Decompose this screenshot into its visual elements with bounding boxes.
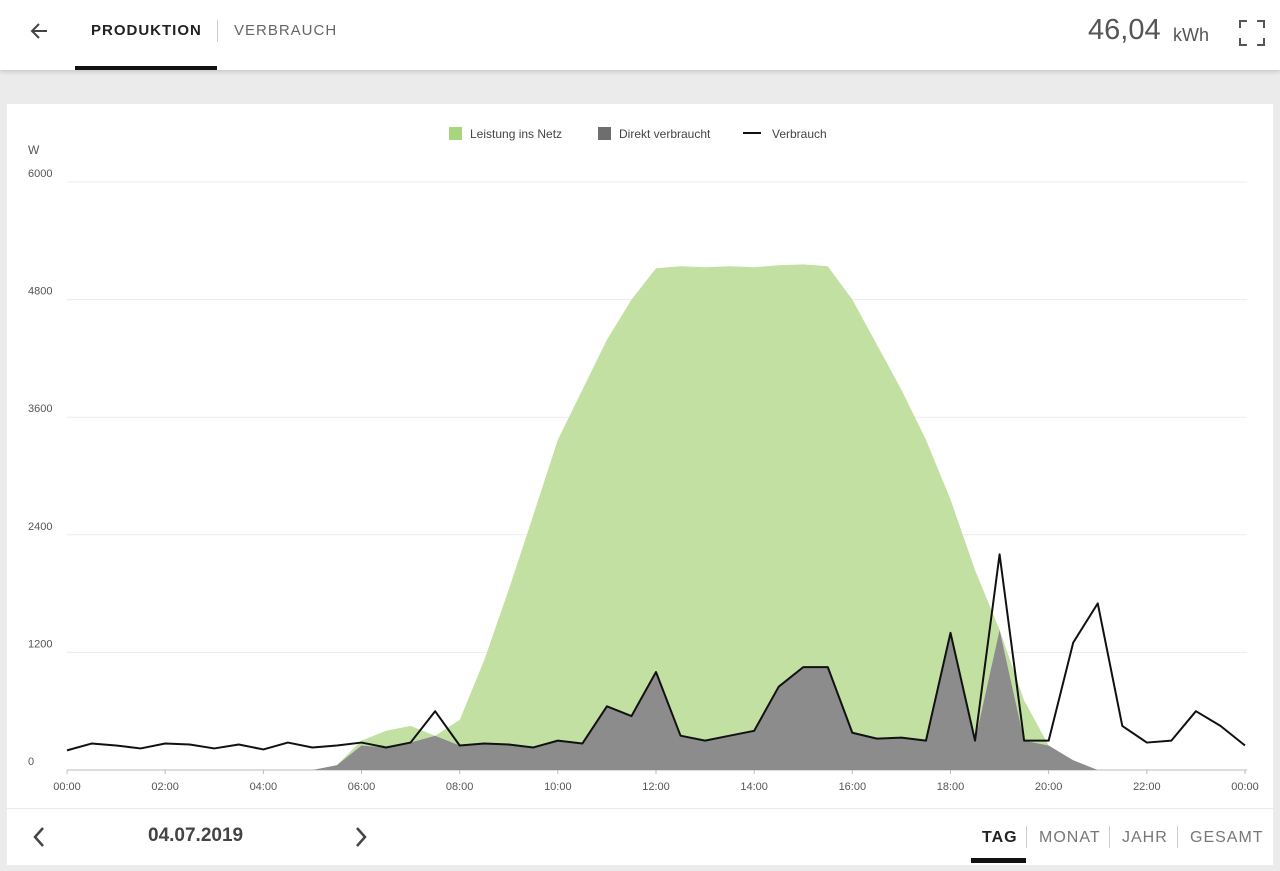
legend-label: Leistung ins Netz <box>470 127 562 141</box>
area <box>67 629 1245 770</box>
area <box>67 264 1245 770</box>
x-tick-label: 14:00 <box>740 781 768 793</box>
y-tick-label: 2400 <box>28 521 52 533</box>
x-tick-label: 00:00 <box>53 781 81 793</box>
legend-label: Direkt verbraucht <box>619 127 711 141</box>
separator <box>1026 826 1027 848</box>
period-tab[interactable]: JAHR <box>1122 829 1168 846</box>
y-tick-label: 0 <box>28 756 34 768</box>
footer: 04.07.2019 TAG MONAT JAHR GESAMT <box>7 809 1273 865</box>
prev-button[interactable] <box>31 825 47 849</box>
separator <box>1109 826 1110 848</box>
y-axis-label: W <box>28 143 40 157</box>
period-tab[interactable]: MONAT <box>1039 829 1101 846</box>
legend-swatch <box>449 127 462 140</box>
x-tick-label: 04:00 <box>250 781 278 793</box>
chart: W 0 1200 2400 3600 4800 6000 00:00 02:00 04:00 06:… <box>28 127 1259 793</box>
total-value: 46,04 <box>1088 14 1161 46</box>
period-underline <box>971 858 1026 863</box>
separator <box>1177 826 1178 848</box>
x-tick-label: 16:00 <box>839 781 867 793</box>
legend-label: Verbrauch <box>772 127 827 141</box>
line <box>66 553 1246 752</box>
legend-swatch <box>598 127 611 140</box>
x-tick-label: 00:00 <box>1231 781 1259 793</box>
date: 04.07.2019 <box>148 825 244 846</box>
x-tick-label: 20:00 <box>1035 781 1063 793</box>
total-unit: kWh <box>1173 25 1209 45</box>
x-tick-label: 02:00 <box>151 781 179 793</box>
tab[interactable]: VERBRAUCH <box>234 22 338 39</box>
x-tick-label: 06:00 <box>348 781 376 793</box>
x-tick-label: 12:00 <box>642 781 670 793</box>
y-tick-label: 3600 <box>28 403 52 415</box>
next-button[interactable] <box>353 825 369 849</box>
chart-card: W 0 1200 2400 3600 4800 6000 00:00 02:00 04:00 06:… <box>7 104 1273 808</box>
y-tick-label: 1200 <box>28 638 52 650</box>
x-tick-label: 22:00 <box>1133 781 1161 793</box>
y-tick-label: 6000 <box>28 168 52 180</box>
separator <box>217 20 218 42</box>
tab-underline <box>75 66 217 70</box>
period-tab[interactable]: TAG <box>982 829 1018 846</box>
back-button[interactable] <box>28 20 50 42</box>
y-tick-label: 4800 <box>28 286 52 298</box>
tab[interactable]: PRODUKTION <box>91 22 202 39</box>
x-tick-label: 08:00 <box>446 781 474 793</box>
fullscreen-button[interactable] <box>1238 19 1266 47</box>
period-tab[interactable]: GESAMT <box>1190 829 1264 846</box>
x-tick-label: 18:00 <box>937 781 965 793</box>
x-tick-label: 10:00 <box>544 781 572 793</box>
header: PRODUKTION VERBRAUCH 46,04 kWh <box>0 0 1280 70</box>
